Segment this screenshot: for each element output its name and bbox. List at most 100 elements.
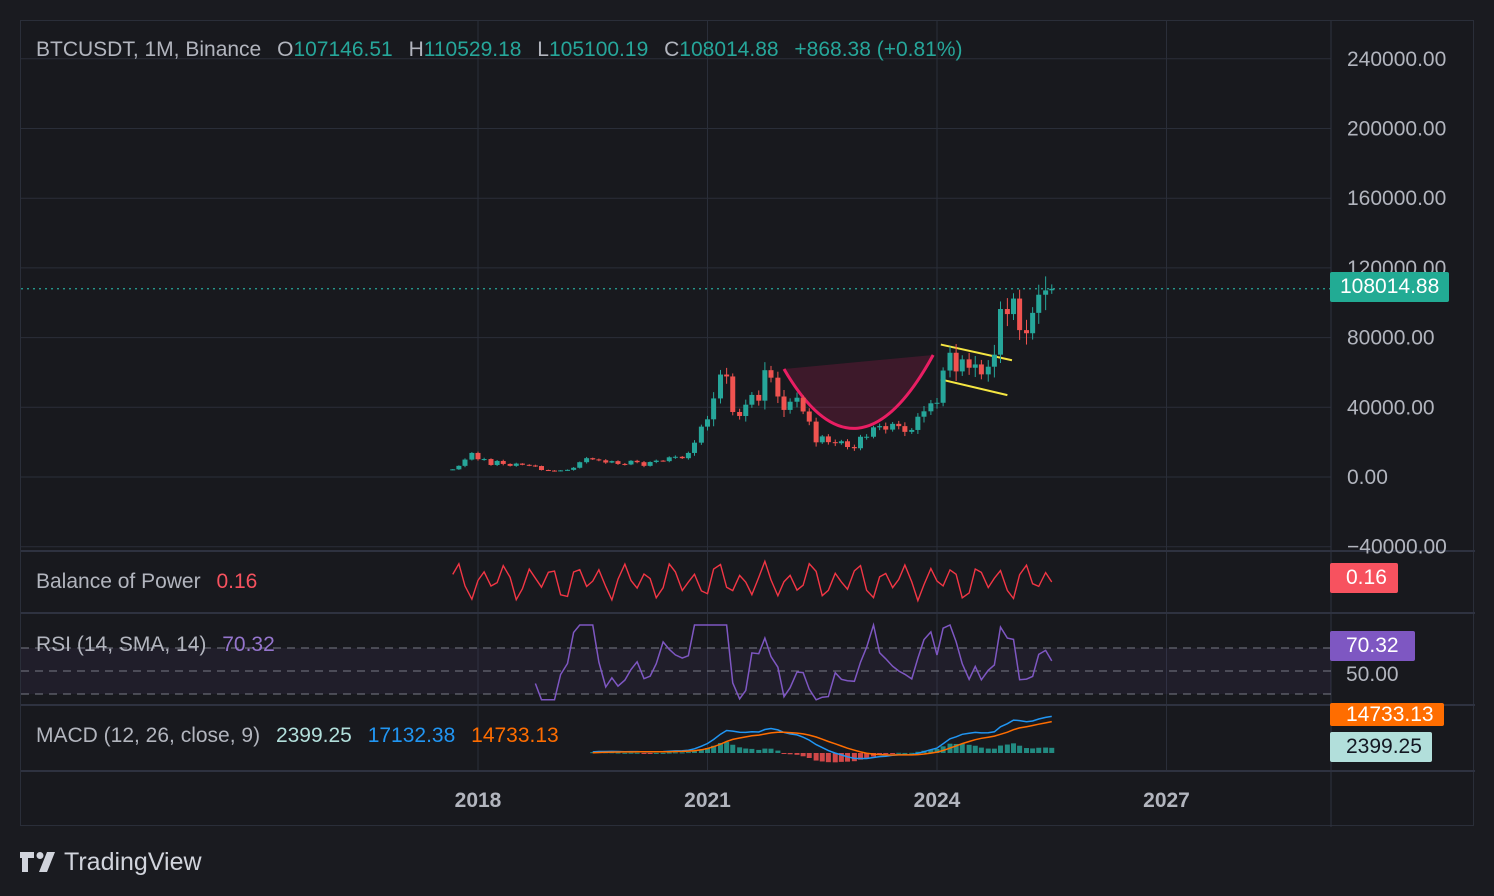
candle-down [519, 463, 525, 465]
candle-up [558, 470, 564, 472]
candle-up [685, 452, 691, 459]
chart-canvas[interactable]: 240000.00200000.00160000.00120000.008000… [21, 21, 1475, 827]
macd-hist-bar [909, 752, 915, 754]
candle-down [596, 459, 602, 461]
candle-down [902, 426, 908, 432]
signal-line [592, 720, 1052, 756]
macd-hist-bar [775, 750, 781, 753]
macd-hist-bar [978, 747, 984, 753]
chart-frame[interactable]: 240000.00 200000.00 160000.00 120000.00 8000… [20, 20, 1475, 827]
rsi-badge: 70.32 [1330, 631, 1415, 661]
macd-pane [590, 715, 1055, 763]
price-axis: 240000.00200000.00160000.00120000.008000… [1347, 48, 1447, 559]
price-tick-label: −40000.00 [1347, 536, 1447, 559]
candle-up [1030, 312, 1036, 334]
macd-hist-bar [781, 753, 787, 754]
macd-hist-bar [953, 743, 959, 753]
price-tick-label: 200000.00 [1347, 118, 1446, 141]
signal-badge: 14733.13 [1330, 703, 1444, 726]
candle-up [749, 394, 755, 405]
candle-down [552, 470, 557, 472]
price-tick-label: 240000.00 [1347, 48, 1446, 71]
ohlc-low: L105100.19 [537, 38, 649, 61]
candle-down [634, 460, 640, 463]
macd-hist-bar [1030, 748, 1036, 753]
candle-up [928, 403, 934, 412]
macd-signal-value: 14733.13 [471, 724, 559, 747]
macd-hist-bar [743, 748, 749, 753]
candle-down [475, 452, 481, 460]
bop-legend[interactable]: Balance of Power 0.16 [36, 570, 267, 594]
time-axis: 2018 2021 2024 2027 [455, 789, 1190, 812]
macd-hist-bar [615, 752, 621, 754]
rsi-name: RSI (14, SMA, 14) [36, 633, 207, 656]
rsi-pane [21, 622, 1331, 701]
candle-down [1017, 298, 1023, 331]
candle-up [571, 467, 577, 470]
candle-up [450, 469, 456, 471]
macd-hist-bar [934, 748, 940, 753]
candle-up [864, 436, 870, 438]
candle-up [909, 429, 915, 432]
candle-up [997, 309, 1003, 355]
candle-up [934, 402, 940, 404]
candle-up [705, 419, 710, 427]
candle-down [806, 411, 812, 422]
macd-hist-bar [672, 752, 678, 754]
macd-hist-bar [787, 753, 793, 755]
candle-up [698, 426, 704, 443]
candle-up [959, 359, 965, 372]
candle-up [972, 364, 978, 368]
candle-down [679, 456, 685, 459]
macd-hist-bar [832, 753, 838, 763]
candle-down [851, 447, 857, 449]
candle-up [456, 465, 462, 470]
macd-hist-bar [679, 752, 685, 754]
macd-hist-bar [972, 745, 978, 753]
macd-hist-bar [858, 753, 863, 760]
macd-hist-bar [883, 753, 889, 755]
time-tick-label: 2027 [1143, 789, 1190, 812]
candle-down [507, 463, 513, 466]
rsi-legend[interactable]: RSI (14, SMA, 14) 70.32 [36, 633, 285, 657]
candle-up [858, 436, 863, 449]
candle-down [526, 464, 532, 466]
candle-down [813, 421, 819, 443]
candle-down [538, 466, 544, 471]
macd-legend[interactable]: MACD (12, 26, close, 9) 2399.25 17132.38… [36, 724, 569, 748]
candle-up [628, 460, 634, 465]
candles [450, 276, 1055, 472]
macd-hist-bar [749, 748, 755, 753]
macd-hist-bar [928, 749, 934, 753]
macd-hist-bar [660, 752, 666, 754]
last-price-badge: 108014.88 [1330, 272, 1450, 302]
macd-name: MACD (12, 26, close, 9) [36, 724, 261, 747]
candle-up [469, 452, 475, 460]
candle-up [1011, 298, 1016, 315]
candle-down [737, 412, 743, 417]
candle-down [844, 441, 850, 448]
tradingview-logo-icon [20, 852, 55, 872]
candle-up [1036, 294, 1042, 313]
candle-up [609, 461, 615, 463]
symbol-title[interactable]: BTCUSDT, 1M, Binance [36, 38, 262, 61]
price-change: +868.38 (+0.81%) [794, 38, 963, 61]
macd-hist-bar [864, 753, 870, 759]
candle-down [724, 374, 730, 377]
tradingview-logo[interactable]: TradingView [20, 846, 202, 878]
hist-badge: 2399.25 [1330, 732, 1432, 762]
candle-down [500, 460, 506, 464]
macd-hist-bar [724, 741, 730, 753]
candle-up [513, 463, 519, 466]
candle-up [1049, 288, 1055, 291]
candle-down [545, 470, 551, 472]
macd-hist-bar [622, 752, 628, 754]
candle-up [762, 370, 768, 401]
candle-up [494, 460, 500, 465]
candle-down [966, 359, 972, 368]
candle-up [921, 411, 927, 417]
macd-hist-bar [915, 751, 921, 753]
macd-hist-bar [756, 749, 762, 753]
candle-down [603, 460, 609, 463]
macd-hist-bar [1004, 744, 1010, 753]
